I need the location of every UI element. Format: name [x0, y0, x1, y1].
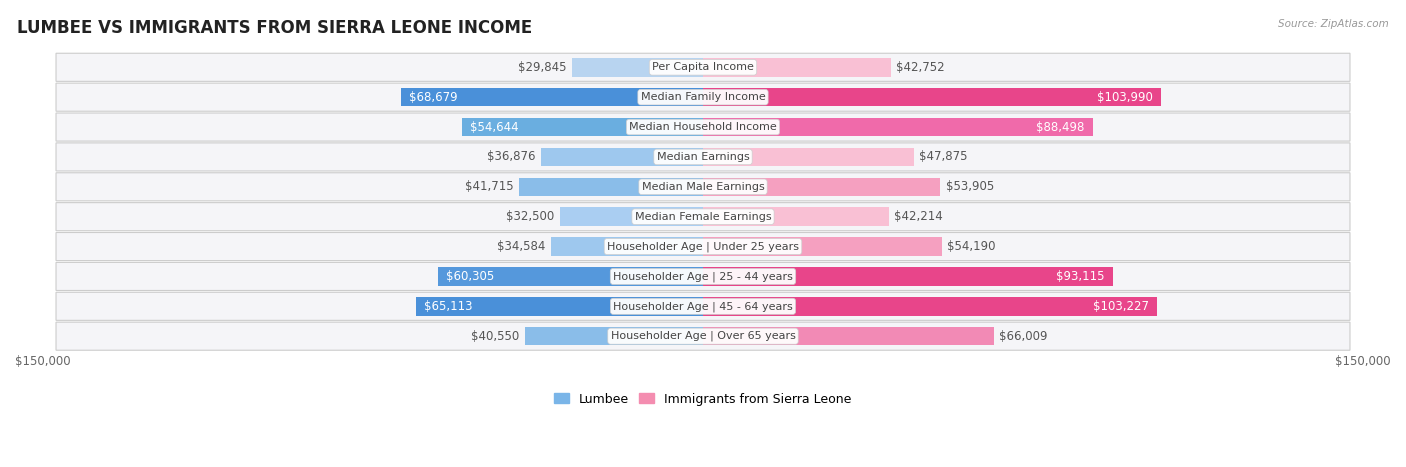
Text: Median Family Income: Median Family Income — [641, 92, 765, 102]
FancyBboxPatch shape — [56, 173, 1350, 201]
Text: $32,500: $32,500 — [506, 210, 555, 223]
FancyBboxPatch shape — [56, 113, 1350, 141]
Text: Median Household Income: Median Household Income — [628, 122, 778, 132]
Text: $54,644: $54,644 — [471, 120, 519, 134]
Text: $42,752: $42,752 — [897, 61, 945, 74]
Text: $29,845: $29,845 — [517, 61, 567, 74]
Text: $88,498: $88,498 — [1036, 120, 1084, 134]
Bar — [703, 148, 914, 166]
FancyBboxPatch shape — [56, 233, 1350, 261]
Text: Householder Age | Over 65 years: Householder Age | Over 65 years — [610, 331, 796, 341]
Bar — [703, 297, 1157, 316]
Text: $54,190: $54,190 — [946, 240, 995, 253]
Bar — [703, 177, 941, 196]
Text: $68,679: $68,679 — [409, 91, 457, 104]
Text: Median Earnings: Median Earnings — [657, 152, 749, 162]
FancyBboxPatch shape — [56, 203, 1350, 231]
Legend: Lumbee, Immigrants from Sierra Leone: Lumbee, Immigrants from Sierra Leone — [550, 388, 856, 410]
Text: $34,584: $34,584 — [498, 240, 546, 253]
FancyBboxPatch shape — [56, 53, 1350, 81]
Bar — [703, 118, 1092, 136]
Text: Source: ZipAtlas.com: Source: ZipAtlas.com — [1278, 19, 1389, 28]
FancyBboxPatch shape — [56, 292, 1350, 320]
Text: $53,905: $53,905 — [945, 180, 994, 193]
Bar — [463, 118, 703, 136]
Text: $40,550: $40,550 — [471, 330, 519, 343]
FancyBboxPatch shape — [56, 262, 1350, 290]
Bar — [519, 177, 703, 196]
Text: $47,875: $47,875 — [920, 150, 967, 163]
Text: $103,990: $103,990 — [1097, 91, 1153, 104]
FancyBboxPatch shape — [56, 83, 1350, 111]
FancyBboxPatch shape — [56, 143, 1350, 171]
Text: $93,115: $93,115 — [1056, 270, 1105, 283]
Bar — [541, 148, 703, 166]
Text: $42,214: $42,214 — [894, 210, 943, 223]
Bar — [703, 237, 942, 256]
Text: Householder Age | 25 - 44 years: Householder Age | 25 - 44 years — [613, 271, 793, 282]
Bar — [703, 267, 1112, 286]
Bar — [703, 58, 891, 77]
Text: $60,305: $60,305 — [446, 270, 494, 283]
Bar — [703, 207, 889, 226]
Text: Per Capita Income: Per Capita Income — [652, 62, 754, 72]
Bar — [703, 327, 994, 346]
Text: $66,009: $66,009 — [998, 330, 1047, 343]
Text: $103,227: $103,227 — [1094, 300, 1150, 313]
Text: Median Female Earnings: Median Female Earnings — [634, 212, 772, 222]
Text: $65,113: $65,113 — [425, 300, 472, 313]
Bar — [703, 88, 1161, 106]
Text: Householder Age | 45 - 64 years: Householder Age | 45 - 64 years — [613, 301, 793, 311]
Text: LUMBEE VS IMMIGRANTS FROM SIERRA LEONE INCOME: LUMBEE VS IMMIGRANTS FROM SIERRA LEONE I… — [17, 19, 531, 37]
Bar — [401, 88, 703, 106]
Text: Householder Age | Under 25 years: Householder Age | Under 25 years — [607, 241, 799, 252]
Bar — [551, 237, 703, 256]
Text: $41,715: $41,715 — [465, 180, 515, 193]
Bar — [416, 297, 703, 316]
Bar — [572, 58, 703, 77]
Bar — [437, 267, 703, 286]
Text: $36,876: $36,876 — [486, 150, 536, 163]
Text: Median Male Earnings: Median Male Earnings — [641, 182, 765, 192]
Bar — [560, 207, 703, 226]
FancyBboxPatch shape — [56, 322, 1350, 350]
Bar — [524, 327, 703, 346]
